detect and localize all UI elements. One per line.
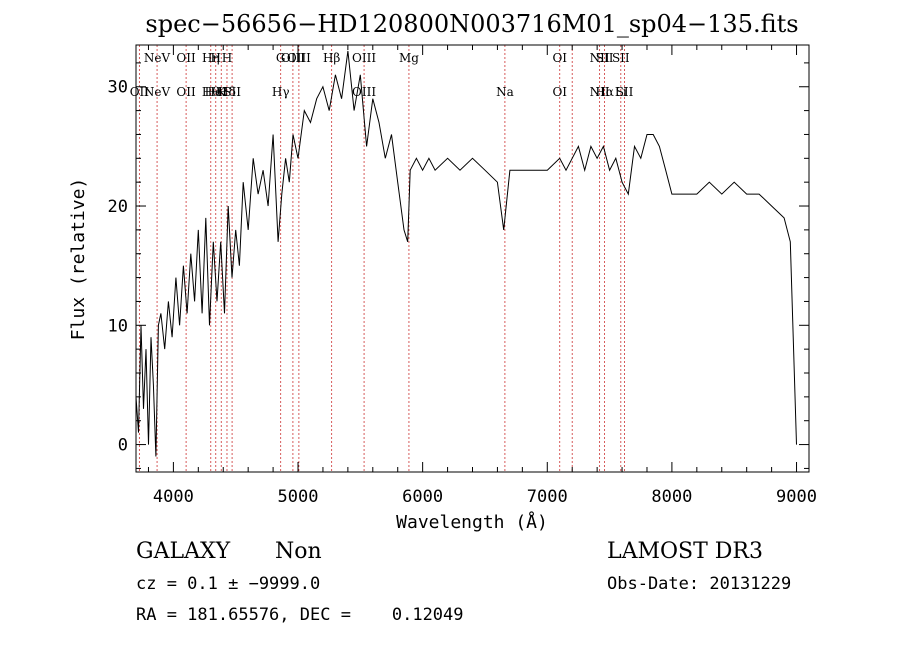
spectral-line-label: NeV xyxy=(144,85,171,99)
plot-frame xyxy=(135,44,810,473)
survey-name: LAMOST DR3 xyxy=(607,539,763,564)
spectral-line-label: OIII xyxy=(281,51,305,65)
spectral-line-label: H xyxy=(222,51,232,65)
ra-dec: RA = 181.65576, DEC = 0.12049 xyxy=(136,605,464,625)
spectral-line-label: H xyxy=(211,51,221,65)
spectral-line-label: K xyxy=(217,85,227,99)
x-tick-label: 6000 xyxy=(402,487,443,507)
spectral-line-label: OII xyxy=(176,51,196,65)
flux-series-line xyxy=(135,50,797,457)
observation-date: Obs-Date: 20131229 xyxy=(607,574,791,594)
x-axis: 4000 5000 6000 7000 8000 9000 xyxy=(147,45,817,507)
spectral-line-label: Hα xyxy=(595,85,614,99)
spectral-line-label: OIII xyxy=(352,85,376,99)
y-axis: 0 10 20 30 xyxy=(108,62,809,469)
spectral-line-label: Mg xyxy=(399,51,419,65)
spectral-line-label: OIII xyxy=(352,51,376,65)
y-tick-label: 20 xyxy=(108,197,128,217)
spectral-line-label: OII xyxy=(176,85,196,99)
spectral-line-label: OII xyxy=(130,85,150,99)
y-tick-label: 30 xyxy=(108,78,128,98)
spectral-line-label: OIII xyxy=(287,51,311,65)
spectral-line-label: Hγ xyxy=(272,85,290,99)
y-tick-label: 10 xyxy=(108,316,128,336)
spectral-line-labels: OIINeVNeVOIIOIIHηHθHHeIKHHδSIIGHγOIIIOII… xyxy=(130,51,634,99)
x-tick-label: 4000 xyxy=(153,487,194,507)
spectral-line-label: Hδ xyxy=(218,85,236,99)
spectral-line-label: Na xyxy=(496,85,514,99)
spectral-line-label: Li xyxy=(615,85,627,99)
spectral-line-label: OI xyxy=(552,85,567,99)
spectral-line-label: Hη xyxy=(202,51,220,65)
spectral-line-label: NII xyxy=(590,51,610,65)
x-tick-label: 9000 xyxy=(776,487,817,507)
spectral-line-label: SII xyxy=(612,51,630,65)
spectral-line-label: Hβ xyxy=(323,51,340,65)
spectral-line-label: Hθ xyxy=(202,85,220,99)
spectral-line-label: SII xyxy=(223,85,241,99)
spectral-line-label: NII xyxy=(590,85,610,99)
spectral-line-label: SII xyxy=(596,51,614,65)
object-class: GALAXY xyxy=(136,539,231,564)
spectral-line-label: HeI xyxy=(205,85,228,99)
y-tick-label: 0 xyxy=(118,436,128,456)
spectral-line-label: NeV xyxy=(144,51,171,65)
redshift-cz: cz = 0.1 ± −9999.0 xyxy=(136,574,320,594)
object-subclass: Non xyxy=(275,539,322,564)
spectral-line-markers xyxy=(138,45,625,472)
x-tick-label: 7000 xyxy=(527,487,568,507)
y-axis-label: Flux (relative) xyxy=(68,178,89,341)
chart-title: spec−56656−HD120800N003716M01_sp04−135.f… xyxy=(145,10,798,38)
spectral-line-label: SII xyxy=(616,85,634,99)
spectral-line-label: G xyxy=(276,51,286,65)
x-tick-label: 8000 xyxy=(651,487,692,507)
x-axis-label: Wavelength (Å) xyxy=(396,511,548,533)
x-tick-label: 5000 xyxy=(278,487,319,507)
spectral-line-label: OI xyxy=(552,51,567,65)
